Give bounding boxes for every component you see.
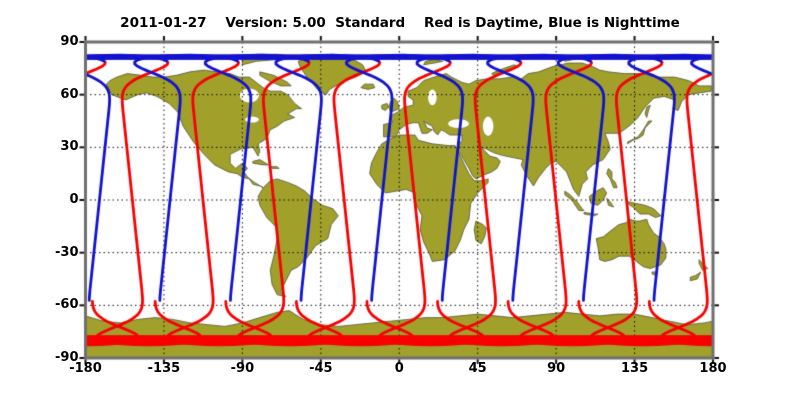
y-axis-label: 30 — [60, 139, 79, 155]
x-axis-label: 90 — [547, 361, 566, 376]
y-axis-label: 90 — [60, 34, 79, 49]
x-axis-label: -90 — [230, 361, 255, 376]
chart-title: 2011-01-27 Version: 5.00 Standard Red is… — [120, 15, 680, 31]
y-axis-label: 60 — [60, 86, 79, 102]
y-axis-label: -60 — [55, 297, 79, 313]
y-axis-label: -90 — [55, 350, 79, 365]
y-axis-label: 0 — [69, 192, 79, 207]
x-axis-label: 135 — [620, 361, 649, 376]
x-axis-label: 45 — [468, 361, 487, 376]
y-axis-label: -30 — [55, 244, 79, 260]
x-axis-label: 0 — [394, 361, 404, 376]
x-axis-label: -180 — [69, 361, 102, 376]
x-axis-label: 180 — [699, 361, 727, 376]
x-axis-label: -45 — [309, 361, 333, 376]
x-axis-label: -135 — [147, 361, 181, 376]
